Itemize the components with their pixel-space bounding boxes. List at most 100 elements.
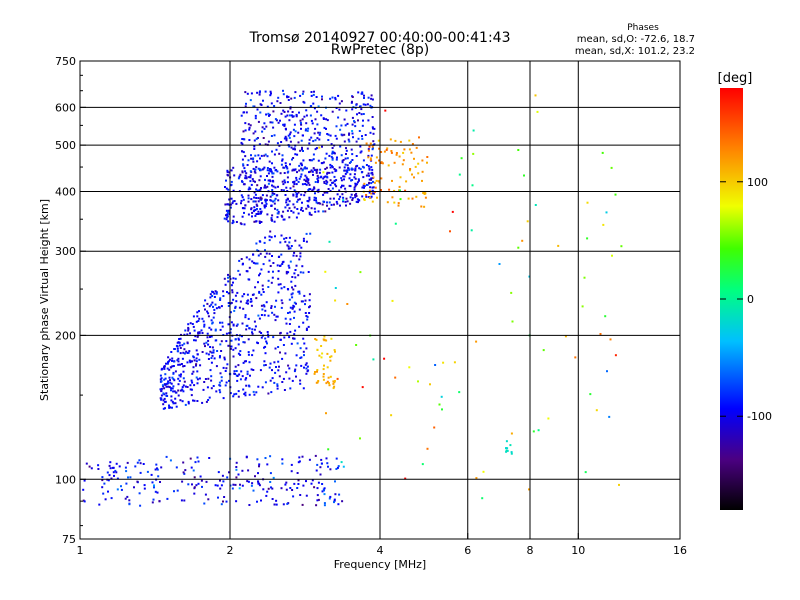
data-point	[359, 437, 361, 440]
data-point	[270, 168, 272, 171]
data-point	[297, 479, 300, 482]
data-point	[226, 203, 229, 206]
data-point	[264, 309, 267, 312]
data-point	[172, 402, 175, 405]
data-point	[243, 138, 246, 141]
data-point	[193, 359, 196, 362]
data-point	[295, 354, 298, 357]
data-point	[171, 359, 173, 362]
data-point	[263, 204, 266, 207]
data-point	[200, 479, 203, 482]
data-point	[296, 171, 298, 174]
data-point	[288, 367, 291, 370]
data-point	[322, 368, 325, 371]
data-point	[179, 363, 181, 366]
data-point	[367, 172, 370, 175]
data-point	[318, 202, 320, 205]
data-point	[269, 379, 272, 382]
data-point	[311, 159, 314, 162]
data-point	[332, 382, 335, 385]
data-point	[268, 169, 271, 172]
data-point	[290, 146, 293, 149]
data-point	[170, 399, 173, 402]
data-point	[215, 365, 218, 368]
data-point	[289, 114, 291, 117]
data-point	[186, 386, 189, 388]
data-point	[303, 366, 305, 369]
data-point	[258, 143, 261, 146]
data-point	[305, 327, 308, 330]
data-point	[215, 307, 218, 310]
data-point	[421, 159, 424, 162]
data-point	[242, 163, 245, 166]
data-point	[170, 351, 173, 353]
data-point	[343, 133, 346, 136]
data-point	[329, 189, 332, 192]
data-point	[287, 170, 290, 173]
data-point	[330, 155, 333, 158]
data-point	[183, 352, 186, 355]
data-point	[328, 497, 331, 500]
data-point	[298, 169, 301, 172]
data-point	[346, 169, 349, 172]
data-point	[298, 456, 301, 459]
data-point	[305, 232, 308, 235]
data-point	[303, 194, 306, 197]
data-point	[327, 188, 330, 190]
data-point	[333, 179, 336, 182]
data-point	[372, 140, 375, 143]
data-point	[219, 297, 222, 300]
data-point	[247, 213, 250, 216]
data-point	[411, 197, 414, 200]
data-point	[293, 135, 296, 138]
data-point	[264, 200, 267, 203]
data-point	[299, 347, 302, 350]
data-point	[230, 169, 233, 172]
data-point	[177, 394, 180, 397]
data-point	[241, 196, 244, 199]
data-point	[297, 141, 300, 144]
data-point	[336, 202, 339, 205]
data-point	[196, 400, 199, 402]
data-point	[237, 338, 240, 341]
data-point	[331, 166, 334, 169]
data-point	[263, 122, 266, 125]
data-point	[264, 457, 267, 459]
data-point	[192, 325, 195, 328]
data-point	[321, 352, 324, 355]
data-point	[227, 344, 230, 347]
data-point	[275, 299, 278, 302]
data-point	[325, 175, 328, 178]
data-point	[292, 288, 295, 291]
data-point	[242, 198, 245, 201]
data-point	[251, 482, 254, 485]
data-point	[207, 498, 210, 501]
data-point	[115, 462, 118, 465]
data-point	[241, 143, 244, 146]
data-point	[370, 177, 373, 180]
data-point	[173, 348, 176, 350]
data-point	[348, 168, 350, 171]
data-point	[285, 164, 287, 167]
data-point	[275, 503, 278, 506]
data-point	[268, 366, 271, 369]
x-tick-label: 8	[527, 544, 534, 557]
data-point	[202, 388, 205, 391]
data-point	[248, 504, 251, 506]
data-point	[606, 370, 608, 373]
data-point	[271, 189, 274, 191]
data-point	[182, 377, 185, 380]
data-point	[301, 300, 304, 303]
data-point	[305, 347, 308, 350]
data-point	[359, 105, 362, 108]
data-point	[308, 312, 311, 314]
data-point	[275, 119, 278, 122]
data-point	[241, 375, 244, 378]
data-point	[154, 490, 157, 493]
data-point	[324, 168, 327, 170]
data-point	[268, 239, 271, 242]
data-point	[320, 356, 323, 359]
data-point	[166, 362, 169, 365]
data-point	[232, 200, 235, 203]
data-point	[291, 292, 294, 295]
